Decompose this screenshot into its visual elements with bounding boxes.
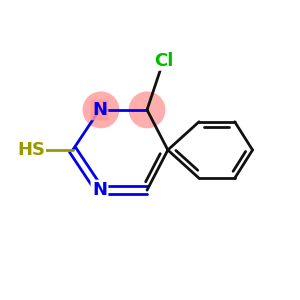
Text: N: N bbox=[92, 181, 107, 199]
Text: Cl: Cl bbox=[154, 52, 173, 70]
Text: N: N bbox=[92, 101, 107, 119]
Circle shape bbox=[82, 92, 119, 128]
Text: HS: HS bbox=[17, 141, 45, 159]
Circle shape bbox=[129, 92, 166, 128]
